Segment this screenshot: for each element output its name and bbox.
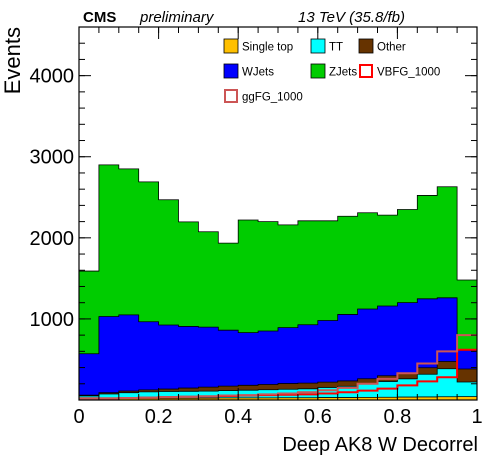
legend: Single top TT Other WJets ZJets VBFG_1000 ggFG… xyxy=(223,38,440,104)
energy-lumi-label: 13 TeV (35.8/fb) xyxy=(298,9,405,26)
axis-ticks: 0 0.2 0.4 0.6 0.8 1 1000 2000 3000 4000 xyxy=(30,26,483,428)
legend-item-ggfg-1000: ggFG_1000 xyxy=(224,89,303,104)
legend-swatch xyxy=(223,38,239,54)
legend-label: VBFG_1000 xyxy=(377,67,440,79)
x-tick-label: 0.2 xyxy=(145,406,173,428)
series-wjets-fill xyxy=(78,297,478,401)
legend-item-zjets: ZJets xyxy=(310,63,357,79)
legend-item-tt: TT xyxy=(310,38,343,54)
legend-swatch xyxy=(224,89,238,103)
legend-label: TT xyxy=(329,42,343,54)
y-tick-label: 2000 xyxy=(30,228,75,250)
legend-item-vbfg-1000: VBFG_1000 xyxy=(359,64,440,79)
legend-item-other: Other xyxy=(358,38,406,54)
series-ggfg-1000-line xyxy=(79,334,477,400)
legend-label: ZJets xyxy=(329,67,357,79)
y-axis-title: Events xyxy=(0,27,25,94)
x-tick-label: 0.4 xyxy=(224,406,252,428)
legend-swatch xyxy=(358,38,374,54)
experiment-label: CMS xyxy=(83,9,116,26)
x-tick-label: 0.6 xyxy=(304,406,332,428)
x-tick-label: 1 xyxy=(471,406,482,428)
x-axis-title: Deep AK8 W Decorrel xyxy=(282,434,478,456)
y-tick-label: 3000 xyxy=(30,147,75,169)
legend-label: Other xyxy=(377,42,406,54)
y-tick-label: 1000 xyxy=(30,309,75,331)
legend-item-single-top: Single top xyxy=(223,38,293,54)
legend-swatch xyxy=(310,38,326,54)
legend-label: ggFG_1000 xyxy=(242,92,303,104)
legend-swatch xyxy=(310,63,326,79)
status-label: preliminary xyxy=(139,9,215,26)
legend-item-wjets: WJets xyxy=(223,63,274,79)
x-tick-label: 0.8 xyxy=(383,406,411,428)
y-tick-label: 4000 xyxy=(30,66,75,88)
x-tick-label: 0 xyxy=(73,406,84,428)
legend-label: Single top xyxy=(242,42,293,54)
legend-swatch xyxy=(359,64,373,78)
legend-swatch xyxy=(223,63,239,79)
legend-label: WJets xyxy=(242,67,274,79)
